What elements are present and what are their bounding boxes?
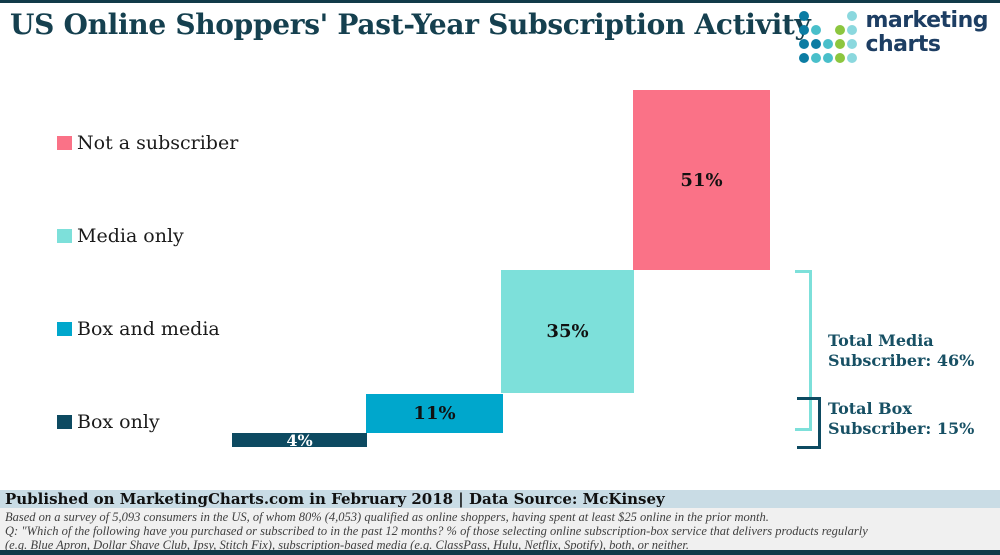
legend-label: Box only xyxy=(77,411,160,433)
legend-item-not-a-subscriber: Not a subscriber xyxy=(57,132,238,154)
published-text: Published on MarketingCharts.com in Febr… xyxy=(5,490,665,508)
legend-swatch-not-a-subscriber xyxy=(57,136,72,150)
bar-value-label: 51% xyxy=(680,169,723,191)
bottom-border xyxy=(0,550,1000,555)
annotation-line: Total Box xyxy=(828,399,912,418)
logo-wordmark: marketing charts xyxy=(865,9,988,57)
marketingcharts-logo: marketing charts xyxy=(799,9,988,63)
published-band: Published on MarketingCharts.com in Febr… xyxy=(0,490,1000,508)
bracket-total-box xyxy=(797,397,821,449)
page-title: US Online Shoppers' Past-Year Subscripti… xyxy=(10,8,811,41)
logo-dot xyxy=(811,25,822,35)
logo-dot xyxy=(823,11,833,21)
footnotes: Based on a survey of 5,093 consumers in … xyxy=(0,508,1000,552)
legend-label: Not a subscriber xyxy=(77,132,239,154)
logo-dot xyxy=(835,53,846,63)
legend-swatch-box-and-media xyxy=(57,322,72,336)
bar-media-only: 35% xyxy=(501,270,634,393)
legend-label: Media only xyxy=(77,225,184,247)
logo-dot xyxy=(847,25,858,35)
logo-dot xyxy=(835,25,846,35)
legend-swatch-box-only xyxy=(57,415,72,429)
logo-dot xyxy=(799,11,810,21)
logo-dots-icon xyxy=(799,11,858,63)
legend-item-box-and-media: Box and media xyxy=(57,318,220,340)
logo-dot xyxy=(847,39,858,49)
logo-dot xyxy=(835,39,846,49)
annotation-line: Total Media xyxy=(828,331,934,350)
footnote-line: Based on a survey of 5,093 consumers in … xyxy=(5,510,769,524)
legend-label: Box and media xyxy=(77,318,220,340)
bar-box-and-media: 11% xyxy=(366,394,503,433)
logo-dot xyxy=(823,25,833,35)
logo-dot xyxy=(835,11,845,21)
logo-dot xyxy=(799,39,810,49)
logo-dot xyxy=(811,11,821,21)
legend-item-media-only: Media only xyxy=(57,225,184,247)
logo-dot xyxy=(811,39,822,49)
logo-word-charts: charts xyxy=(865,32,941,57)
legend-item-box-only: Box only xyxy=(57,411,160,433)
logo-word-marketing: marketing xyxy=(865,8,988,33)
footnote-line: Q: "Which of the following have you purc… xyxy=(5,524,868,538)
logo-dot xyxy=(799,53,810,63)
logo-dot xyxy=(847,53,858,63)
annotation-total-media: Total Media Subscriber: 46% xyxy=(828,331,974,371)
bar-not-a-subscriber: 51% xyxy=(633,90,770,270)
logo-dot xyxy=(823,53,834,63)
footnote-line: (e.g. Blue Apron, Dollar Shave Club, Ips… xyxy=(5,538,689,552)
annotation-total-box: Total Box Subscriber: 15% xyxy=(828,399,974,439)
bar-box-only: 4% xyxy=(232,430,367,450)
bracket-total-media xyxy=(795,270,812,431)
annotation-line: Subscriber: 15% xyxy=(828,419,975,438)
logo-dot xyxy=(823,39,834,49)
bar-value-label: 4% xyxy=(286,430,313,450)
legend-swatch-media-only xyxy=(57,229,72,243)
logo-dot xyxy=(799,25,810,35)
bar-value-label: 35% xyxy=(546,321,589,342)
bar-value-label: 11% xyxy=(413,403,456,424)
logo-dot xyxy=(847,11,858,21)
annotation-line: Subscriber: 46% xyxy=(828,351,975,370)
logo-dot xyxy=(811,53,822,63)
top-border xyxy=(0,0,1000,3)
